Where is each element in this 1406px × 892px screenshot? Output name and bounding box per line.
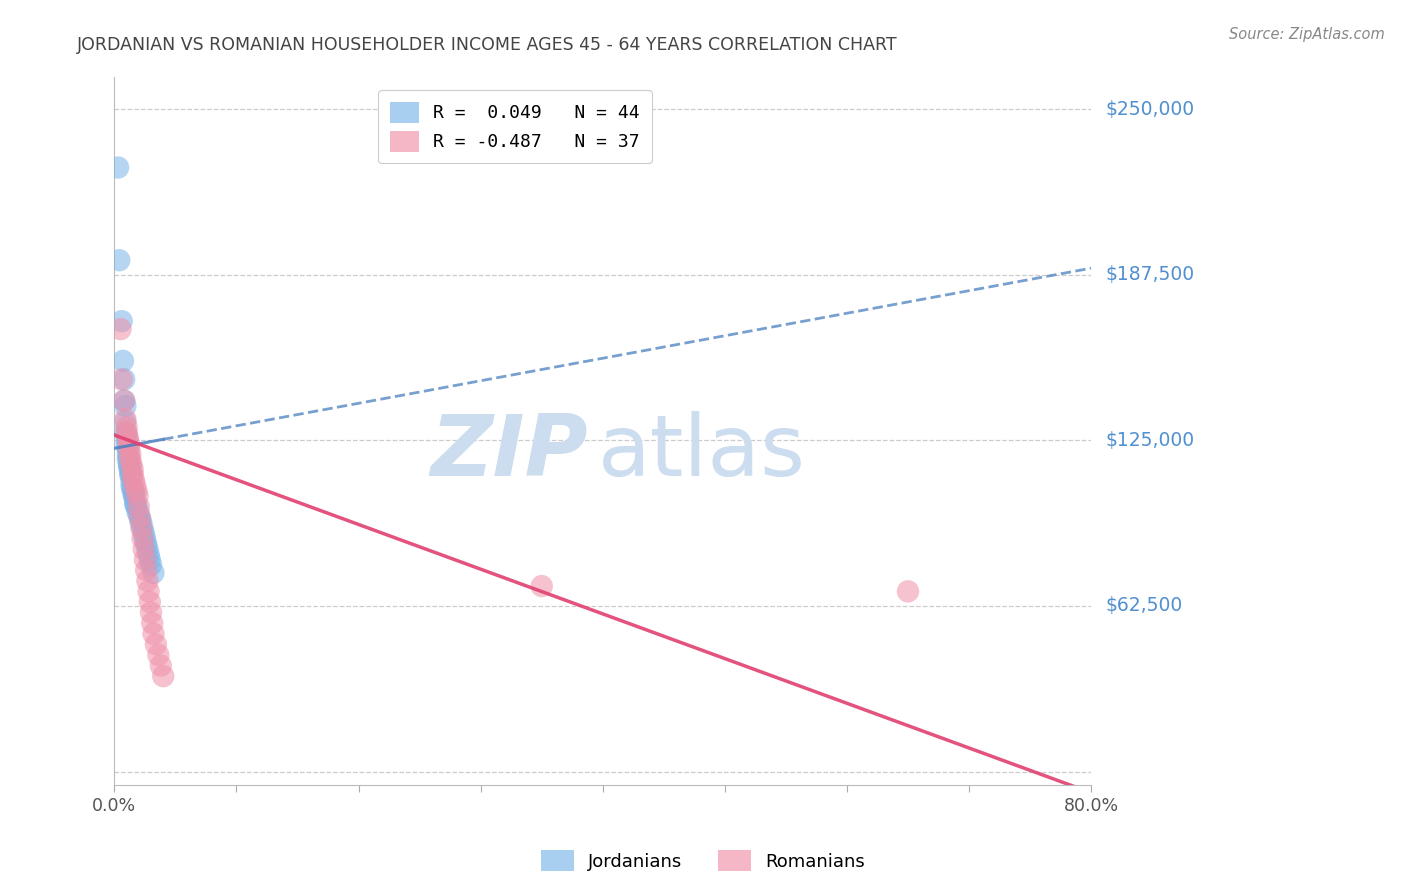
- Point: [131, 532, 153, 546]
- Point: [114, 399, 136, 413]
- Point: [118, 451, 141, 466]
- Point: [125, 483, 148, 498]
- Point: [132, 526, 155, 541]
- Point: [139, 558, 162, 572]
- Point: [121, 462, 143, 476]
- Text: atlas: atlas: [598, 411, 806, 494]
- Text: JORDANIAN VS ROMANIAN HOUSEHOLDER INCOME AGES 45 - 64 YEARS CORRELATION CHART: JORDANIAN VS ROMANIAN HOUSEHOLDER INCOME…: [77, 36, 898, 54]
- Point: [112, 372, 135, 386]
- Point: [114, 412, 136, 426]
- Point: [120, 447, 142, 461]
- Point: [120, 465, 142, 479]
- Point: [121, 467, 143, 482]
- Point: [149, 658, 172, 673]
- Point: [132, 541, 155, 556]
- Point: [121, 473, 143, 487]
- Point: [111, 354, 134, 368]
- Point: [139, 606, 162, 620]
- Point: [121, 467, 143, 482]
- Point: [124, 497, 146, 511]
- Point: [142, 626, 165, 640]
- Point: [124, 494, 146, 508]
- Text: Source: ZipAtlas.com: Source: ZipAtlas.com: [1229, 27, 1385, 42]
- Point: [148, 648, 170, 662]
- Point: [117, 447, 139, 461]
- Text: $125,000: $125,000: [1105, 431, 1194, 450]
- Point: [112, 393, 135, 408]
- Point: [115, 428, 138, 442]
- Point: [124, 478, 146, 492]
- Point: [131, 521, 153, 535]
- Point: [111, 372, 134, 386]
- Point: [122, 489, 145, 503]
- Point: [129, 513, 152, 527]
- Point: [115, 439, 138, 453]
- Point: [118, 442, 141, 456]
- Point: [138, 584, 160, 599]
- Point: [135, 563, 157, 577]
- Point: [128, 508, 150, 522]
- Point: [115, 425, 138, 440]
- Text: $250,000: $250,000: [1105, 100, 1194, 119]
- Point: [114, 415, 136, 429]
- Point: [120, 459, 142, 474]
- Point: [125, 500, 148, 514]
- Point: [121, 457, 143, 471]
- Point: [129, 521, 152, 535]
- Text: ZIP: ZIP: [430, 411, 588, 494]
- Point: [152, 669, 174, 683]
- Point: [134, 552, 156, 566]
- Point: [115, 420, 138, 434]
- Point: [129, 510, 152, 524]
- Point: [118, 459, 141, 474]
- Point: [136, 541, 159, 556]
- Point: [142, 566, 165, 580]
- Point: [897, 584, 920, 599]
- Point: [121, 478, 143, 492]
- Point: [134, 532, 156, 546]
- Point: [530, 579, 553, 593]
- Point: [118, 457, 141, 471]
- Point: [108, 253, 131, 268]
- Point: [117, 451, 139, 466]
- Point: [111, 314, 134, 328]
- Point: [127, 489, 149, 503]
- Point: [121, 481, 143, 495]
- Point: [107, 161, 129, 175]
- Text: $187,500: $187,500: [1105, 265, 1194, 285]
- Text: $62,500: $62,500: [1105, 597, 1182, 615]
- Point: [135, 537, 157, 551]
- Point: [112, 393, 135, 408]
- Legend: R =  0.049   N = 44, R = -0.487   N = 37: R = 0.049 N = 44, R = -0.487 N = 37: [378, 90, 651, 163]
- Point: [121, 483, 143, 498]
- Point: [139, 552, 162, 566]
- Point: [145, 637, 167, 651]
- Point: [128, 500, 150, 514]
- Point: [115, 434, 138, 448]
- Point: [117, 431, 139, 445]
- Point: [117, 442, 139, 456]
- Point: [136, 574, 159, 588]
- Point: [122, 473, 145, 487]
- Point: [120, 467, 142, 482]
- Point: [141, 616, 163, 631]
- Point: [139, 595, 162, 609]
- Point: [138, 547, 160, 561]
- Point: [114, 425, 136, 440]
- Point: [127, 505, 149, 519]
- Point: [122, 486, 145, 500]
- Point: [110, 322, 132, 336]
- Point: [120, 451, 142, 466]
- Point: [129, 516, 152, 530]
- Point: [118, 436, 141, 450]
- Legend: Jordanians, Romanians: Jordanians, Romanians: [534, 843, 872, 879]
